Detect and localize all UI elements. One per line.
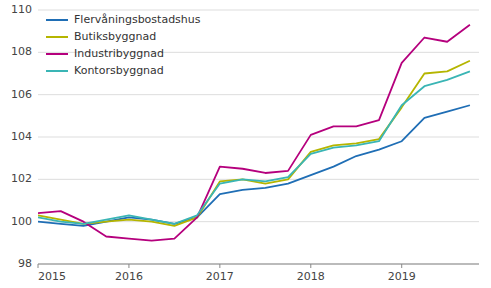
series-line (38, 61, 470, 226)
x-tick (219, 264, 220, 268)
x-axis-line (38, 264, 479, 265)
x-tick (38, 264, 39, 268)
x-tick-label: 2016 (115, 270, 143, 283)
series-line (38, 105, 470, 226)
legend-swatch (46, 36, 68, 38)
legend: Flervåningsbostadshus Butiksbyggnad Indust… (46, 13, 201, 77)
y-tick-label: 106 (11, 88, 32, 101)
x-tick (310, 264, 311, 268)
legend-label: Kontorsbyggnad (74, 64, 164, 77)
x-tick (401, 264, 402, 268)
y-tick-label: 108 (11, 45, 32, 58)
legend-label: Butiksbyggnad (74, 30, 156, 43)
x-tick-label: 2018 (297, 270, 325, 283)
legend-label: Industribyggnad (74, 47, 164, 60)
grid-line (38, 264, 479, 265)
y-axis: 98 100 102 104 106 108 110 (11, 3, 479, 270)
y-tick-label: 104 (11, 130, 32, 143)
y-tick-label: 98 (18, 257, 32, 270)
x-tick-label: 2019 (388, 270, 416, 283)
x-tick-label: 2015 (38, 270, 66, 283)
x-tick (128, 264, 129, 268)
grid-line (38, 137, 479, 138)
y-tick-label: 102 (11, 172, 32, 185)
legend-swatch (46, 53, 68, 55)
legend-swatch (46, 70, 68, 72)
series-line (38, 71, 470, 223)
legend-label: Flervåningsbostadshus (74, 13, 201, 26)
legend-swatch (46, 19, 68, 21)
x-tick-label: 2017 (206, 270, 234, 283)
y-tick-label: 110 (11, 3, 32, 16)
x-axis: 2015 2016 2017 2018 2019 (38, 264, 479, 283)
y-tick-label: 100 (11, 215, 32, 228)
grid-line (38, 10, 479, 11)
chart: 98 100 102 104 106 108 110 2015 2016 2017 2018 2019… (0, 0, 491, 288)
grid-line (38, 179, 479, 180)
series-line (38, 25, 470, 241)
lines (38, 25, 470, 241)
